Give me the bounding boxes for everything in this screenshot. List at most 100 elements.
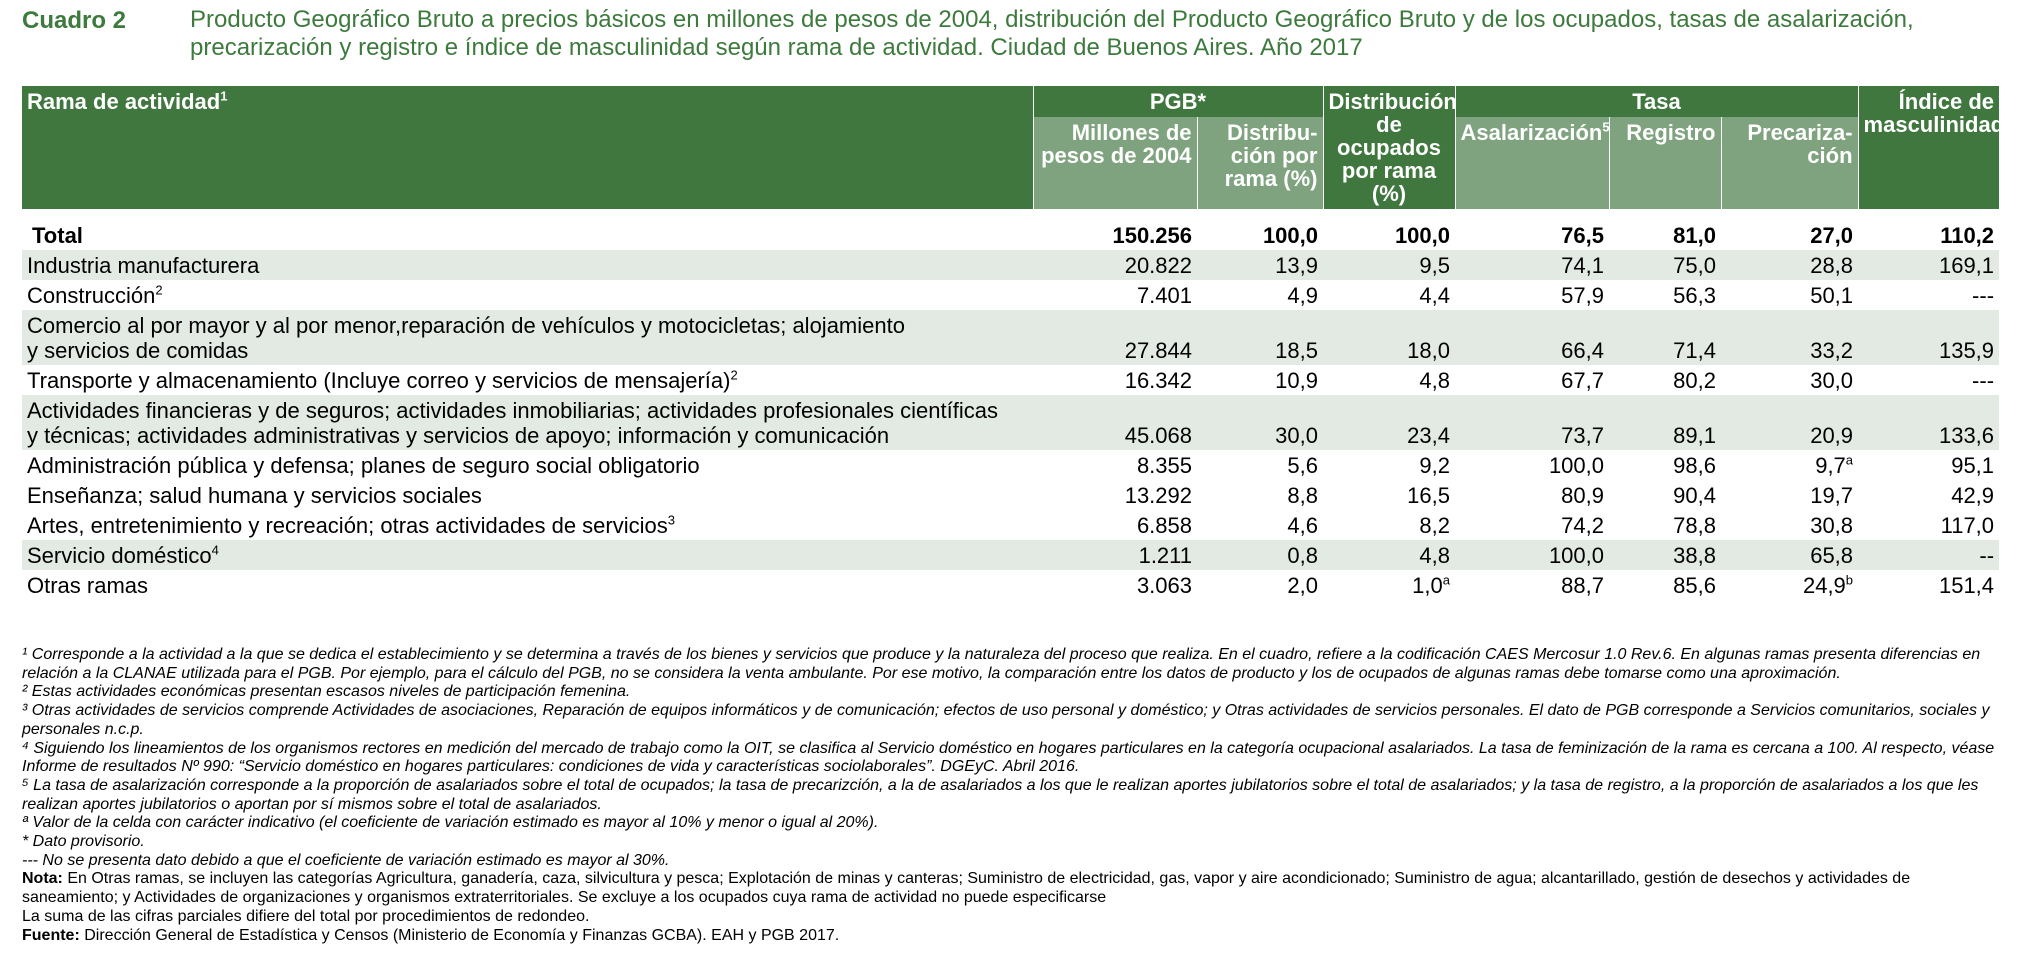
note-provisional: * Dato provisorio. xyxy=(22,833,145,851)
header-indice: Índice de masculinidad xyxy=(1857,86,2004,209)
cell-c7: 117,0 xyxy=(1940,513,1995,538)
table-row: Artes, entretenimiento y recreación; otr… xyxy=(22,510,1999,540)
table-row: Construcción2 7.401 4,9 4,4 57,9 56,3 50,1 --- xyxy=(22,280,1999,310)
note-2: ² Estas actividades económicas presentan… xyxy=(22,683,631,701)
cell-c7: --- xyxy=(1972,283,1995,308)
table-row: Servicio doméstico4 1.211 0,8 4,8 100,0 38,8 6… xyxy=(22,540,2000,570)
row-label: Industria manufacturera xyxy=(22,250,1033,280)
cell-c4: 100,0 xyxy=(1455,540,1609,570)
data-table: Rama de actividad1 PGB* Distribución de … xyxy=(22,86,2004,600)
table-caption: Cuadro 2 Producto Geográfico Bruto a pre… xyxy=(22,6,2002,62)
row-label: Comercio al por mayor y al por menor,rep… xyxy=(22,310,1033,365)
cell-c2: 0,8 xyxy=(1197,540,1323,570)
cell-c1: 13.292 xyxy=(1124,483,1192,508)
table-row: Otras ramas 3.063 2,0 1,0a 88,7 85,6 24,9b 151,… xyxy=(22,570,1999,600)
cell-c5: 38,8 xyxy=(1609,540,1721,570)
cell-c6: 20,9 xyxy=(1721,395,1859,450)
cell-c6: 27,0 xyxy=(1810,223,1854,248)
table-row: Enseñanza; salud humana y servicios soci… xyxy=(22,480,1999,510)
cell-c1: 3.063 xyxy=(1136,573,1192,598)
header-asalarizacion: Asalarización5 xyxy=(1454,117,1610,209)
table-row: Comercio al por mayor y al por menor,rep… xyxy=(22,310,2000,365)
cell-c7: 169,1 xyxy=(1858,250,2000,280)
table-row: Transporte y almacenamiento (Incluye cor… xyxy=(22,365,1999,395)
row-label: Actividades financieras y de seguros; ac… xyxy=(22,395,1033,450)
cell-c5: 75,0 xyxy=(1609,250,1721,280)
header-millones: Millones de pesos de 2004 xyxy=(1032,117,1197,209)
header-registro: Registro xyxy=(1608,117,1721,209)
cell-c7: 95,1 xyxy=(1951,453,1995,478)
cell-c2: 5,6 xyxy=(1287,453,1318,478)
cell-c3: 9,2 xyxy=(1419,453,1450,478)
cell-c7: 110,2 xyxy=(1940,223,1995,248)
caption-title: Producto Geográfico Bruto a precios bási… xyxy=(190,6,1914,61)
cell-c3: 9,5 xyxy=(1323,250,1455,280)
cell-c5: 85,6 xyxy=(1673,573,1716,598)
row-label: Transporte y almacenamiento (Incluye cor… xyxy=(27,367,738,393)
cell-c6: 50,1 xyxy=(1810,283,1854,308)
header-distribucion: Distribu-ción por rama (%) xyxy=(1196,117,1323,209)
cell-c1: 1.211 xyxy=(1033,540,1197,570)
cell-c1: 45.068 xyxy=(1033,395,1197,450)
cell-c6: 33,2 xyxy=(1721,310,1859,365)
cell-c1: 8.355 xyxy=(1136,453,1192,478)
header-precarizacion: Precariza-ción xyxy=(1720,117,1859,209)
cell-c4: 67,7 xyxy=(1561,368,1604,393)
cell-c2: 30,0 xyxy=(1197,395,1323,450)
row-label: Administración pública y defensa; planes… xyxy=(27,453,700,478)
cell-c5: 89,1 xyxy=(1609,395,1721,450)
cell-c3: 4,8 xyxy=(1419,368,1450,393)
note-3: ³ Otras actividades de servicios compren… xyxy=(22,702,1990,738)
cell-c4: 74,1 xyxy=(1455,250,1609,280)
cell-c7: 135,9 xyxy=(1858,310,2000,365)
cell-c4: 66,4 xyxy=(1455,310,1609,365)
note-a: ª Valor de la celda con carácter indicat… xyxy=(22,814,879,832)
cell-c4: 88,7 xyxy=(1561,573,1604,598)
cell-c4: 80,9 xyxy=(1561,483,1604,508)
cell-c7: -- xyxy=(1858,540,2000,570)
cell-c6: 24,9b xyxy=(1802,572,1854,598)
header-tasa: Tasa xyxy=(1454,86,1859,117)
cell-c6: 28,8 xyxy=(1721,250,1859,280)
cell-c2: 2,0 xyxy=(1287,573,1318,598)
cell-c4: 76,5 xyxy=(1561,223,1604,248)
row-label: Total xyxy=(32,223,83,248)
header-pgb: PGB* xyxy=(1032,86,1323,117)
note-4: ⁴ Siguiendo los lineamientos de los orga… xyxy=(22,739,1995,776)
cell-c1: 20.822 xyxy=(1033,250,1197,280)
cell-c2: 10,9 xyxy=(1275,368,1318,393)
cell-c6: 30,0 xyxy=(1810,368,1854,393)
table-notes: ¹ Corresponde a la actividad a la que se… xyxy=(22,646,2000,945)
cell-c1: 27.844 xyxy=(1033,310,1197,365)
cell-c7: 42,9 xyxy=(1951,483,1995,508)
cell-c4: 57,9 xyxy=(1561,283,1604,308)
note-nota: Nota: En Otras ramas, se incluyen las ca… xyxy=(22,870,1911,907)
cell-c4: 73,7 xyxy=(1455,395,1609,450)
cell-c5: 98,6 xyxy=(1673,453,1716,478)
cell-c2: 4,6 xyxy=(1287,513,1318,538)
cell-c3: 1,0a xyxy=(1412,572,1450,598)
cell-c4: 74,2 xyxy=(1561,513,1604,538)
cell-c3: 23,4 xyxy=(1323,395,1455,450)
cell-c6: 65,8 xyxy=(1721,540,1859,570)
cell-c7: 133,6 xyxy=(1858,395,2000,450)
cell-c7: --- xyxy=(1972,368,1995,393)
header-dist-ocupados: Distribución de ocupados por rama (%) xyxy=(1322,86,1457,209)
cell-c3: 18,0 xyxy=(1323,310,1455,365)
cell-c6: 19,7 xyxy=(1810,483,1854,508)
caption-label: Cuadro 2 xyxy=(22,7,127,34)
cell-c4: 100,0 xyxy=(1548,453,1604,478)
cell-c6: 9,7a xyxy=(1815,452,1854,478)
note-no-data: --- No se presenta dato debido a que el … xyxy=(22,851,670,869)
row-label: Construcción2 xyxy=(27,282,163,308)
header-rama: Rama de actividad1 xyxy=(22,86,1033,209)
cell-c3: 8,2 xyxy=(1419,513,1450,538)
cell-c2: 8,8 xyxy=(1287,483,1318,508)
cell-c5: 90,4 xyxy=(1673,483,1716,508)
note-5: ⁵ La tasa de asalarización corresponde a… xyxy=(22,776,1979,813)
cell-c1: 6.858 xyxy=(1136,513,1192,538)
row-label: Enseñanza; salud humana y servicios soci… xyxy=(27,483,482,508)
cell-c1: 150.256 xyxy=(1112,223,1192,248)
cell-c2: 18,5 xyxy=(1197,310,1323,365)
